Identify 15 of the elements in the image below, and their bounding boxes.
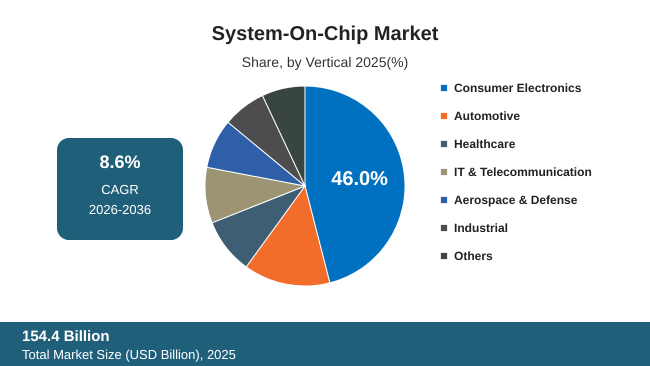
legend-label: Aerospace & Defense <box>454 193 578 207</box>
text: 8.6% <box>99 152 141 172</box>
data-label: 46.0% <box>331 168 388 190</box>
text: Total Market Size (USD Billion), 2025 <box>22 347 236 362</box>
text: 154.4 Billion <box>22 328 110 345</box>
chart-title: System-On-Chip Market <box>212 23 439 45</box>
legend-label: IT & Telecommunication <box>454 165 592 179</box>
legend-label: Industrial <box>454 221 508 235</box>
text: 2026-2036 <box>88 202 152 217</box>
chart-subtitle: Share, by Vertical 2025(%) <box>242 54 408 70</box>
legend-label: Automotive <box>454 109 520 123</box>
legend-label: Consumer Electronics <box>454 81 582 95</box>
text: CAGR <box>101 182 139 197</box>
legend-label: Healthcare <box>454 137 516 151</box>
legend-label: Others <box>454 249 494 263</box>
